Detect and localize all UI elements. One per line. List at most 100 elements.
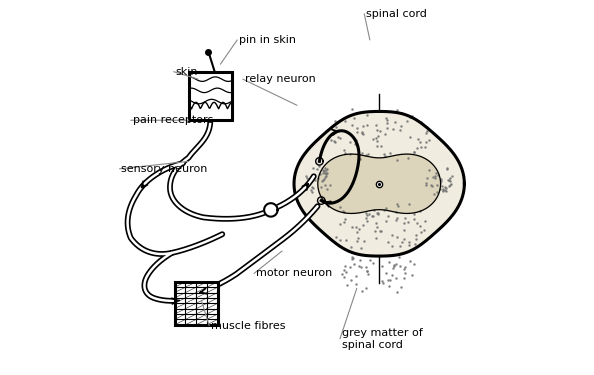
- Point: [437, 177, 446, 183]
- Point: [363, 212, 372, 218]
- Point: [424, 137, 434, 143]
- Point: [330, 118, 340, 124]
- Point: [383, 120, 392, 126]
- Point: [377, 263, 387, 269]
- Point: [446, 182, 455, 188]
- Point: [383, 117, 392, 123]
- Point: [428, 183, 437, 189]
- Point: [361, 264, 371, 270]
- Point: [364, 211, 374, 217]
- Point: [409, 211, 418, 217]
- Point: [444, 177, 454, 183]
- Point: [375, 128, 385, 134]
- Point: [400, 266, 409, 272]
- Point: [402, 118, 412, 124]
- Point: [412, 220, 421, 226]
- Point: [354, 226, 364, 232]
- Point: [337, 271, 347, 277]
- Point: [320, 176, 329, 182]
- Point: [400, 264, 410, 270]
- Point: [346, 277, 356, 283]
- Point: [409, 149, 419, 155]
- Point: [387, 232, 397, 238]
- Point: [396, 284, 406, 290]
- Point: [445, 175, 454, 181]
- Point: [415, 140, 425, 146]
- Point: [430, 174, 440, 180]
- Point: [411, 231, 421, 237]
- Point: [336, 221, 345, 227]
- Point: [438, 188, 448, 194]
- Point: [411, 236, 421, 242]
- Point: [415, 223, 424, 229]
- Point: [375, 228, 385, 234]
- Point: [361, 210, 371, 216]
- Point: [409, 261, 418, 267]
- Point: [399, 236, 409, 242]
- Point: [444, 177, 453, 183]
- Point: [435, 186, 445, 192]
- Point: [400, 270, 410, 276]
- Point: [352, 125, 362, 131]
- Point: [362, 218, 371, 224]
- Point: [345, 264, 355, 270]
- Point: [416, 119, 426, 125]
- Point: [409, 216, 419, 222]
- Point: [428, 174, 438, 180]
- Point: [308, 172, 317, 178]
- Point: [308, 189, 317, 195]
- Point: [331, 139, 340, 145]
- Point: [396, 127, 405, 133]
- Point: [430, 173, 440, 179]
- Point: [321, 168, 331, 174]
- Point: [378, 280, 388, 286]
- Point: [383, 213, 393, 219]
- Point: [351, 136, 361, 142]
- Point: [391, 217, 400, 223]
- Point: [355, 257, 365, 263]
- Point: [308, 185, 318, 191]
- Point: [421, 182, 431, 188]
- Point: [363, 267, 372, 273]
- Point: [371, 135, 381, 141]
- Point: [351, 224, 361, 230]
- Polygon shape: [264, 203, 277, 217]
- Point: [384, 260, 394, 266]
- Point: [405, 201, 414, 207]
- Point: [355, 156, 365, 162]
- Point: [419, 227, 429, 233]
- Point: [336, 135, 345, 141]
- Point: [359, 222, 368, 228]
- Point: [331, 234, 341, 240]
- Point: [349, 261, 359, 267]
- Point: [305, 178, 314, 184]
- Point: [372, 122, 381, 128]
- Point: [381, 218, 391, 224]
- Point: [380, 131, 390, 137]
- Point: [381, 153, 390, 159]
- Point: [423, 128, 432, 134]
- Point: [374, 211, 383, 217]
- Point: [345, 139, 355, 145]
- Point: [321, 170, 330, 176]
- Point: [361, 215, 371, 221]
- Point: [384, 282, 393, 288]
- Point: [320, 168, 329, 174]
- Point: [352, 273, 361, 279]
- Text: sensory neuron: sensory neuron: [121, 164, 208, 174]
- Point: [364, 151, 373, 157]
- Point: [395, 243, 405, 249]
- Point: [391, 275, 400, 281]
- Point: [340, 219, 349, 225]
- Point: [407, 113, 417, 119]
- Point: [389, 263, 399, 269]
- Point: [443, 166, 452, 172]
- Text: skin: skin: [176, 67, 198, 76]
- Point: [313, 175, 323, 181]
- Point: [347, 122, 356, 128]
- Point: [416, 144, 426, 150]
- Point: [372, 128, 382, 134]
- Point: [323, 186, 332, 192]
- Point: [407, 272, 417, 278]
- Point: [421, 144, 430, 150]
